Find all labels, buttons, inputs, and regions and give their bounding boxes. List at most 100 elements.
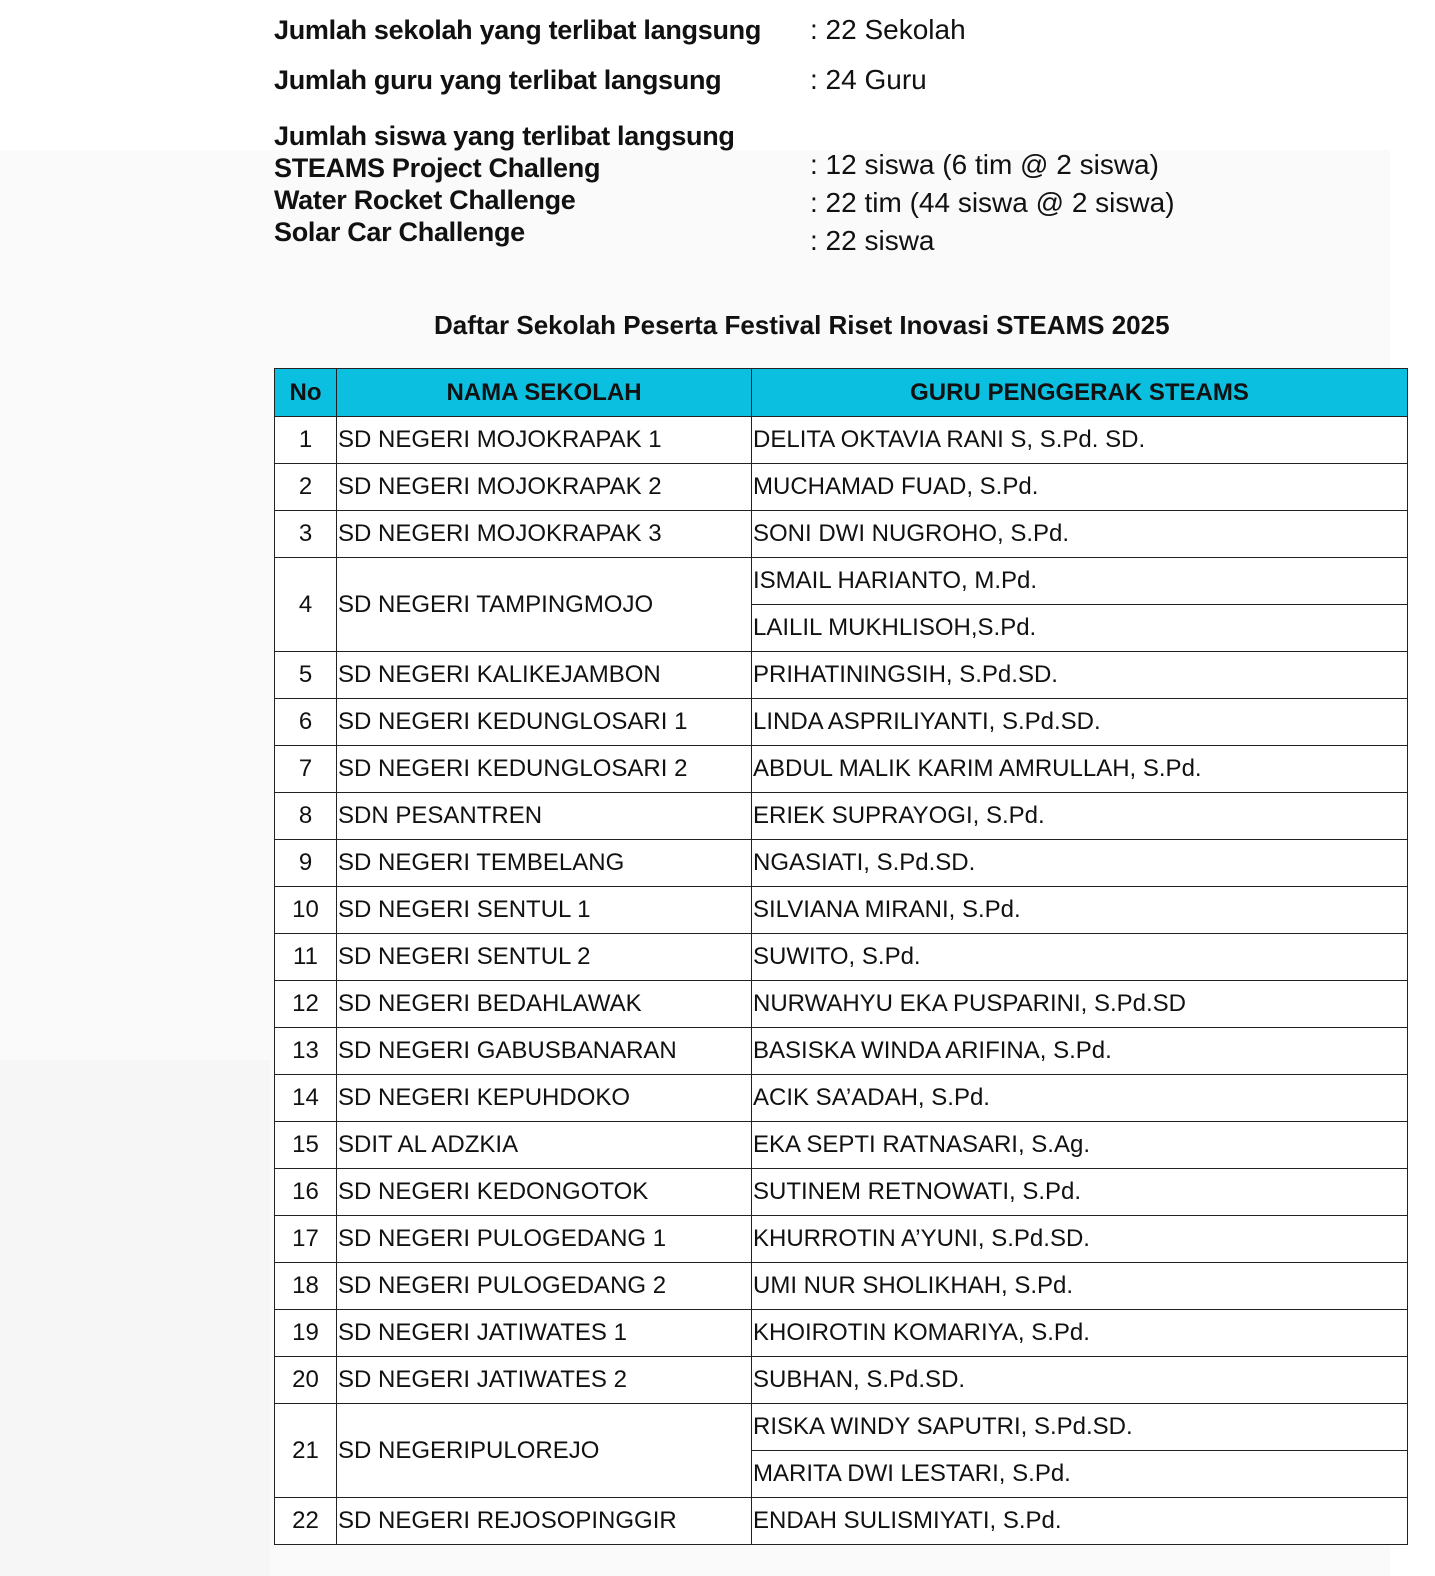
cell-school: SD NEGERI PULOGEDANG 2: [336, 1262, 752, 1310]
cell-no: 15: [274, 1121, 337, 1169]
table-row: 11 SD NEGERI SENTUL 2 SUWITO, S.Pd.: [274, 933, 1408, 981]
table-row: 6 SD NEGERI KEDUNGLOSARI 1 LINDA ASPRILIYA…: [274, 698, 1408, 746]
cell-school: SD NEGERIPULOREJO: [336, 1403, 752, 1498]
table-row: 21 SD NEGERIPULOREJO RISKA WINDY SAPUTRI, …: [274, 1403, 1408, 1498]
table-row: 20 SD NEGERI JATIWATES 2 SUBHAN, S.Pd.SD.: [274, 1356, 1408, 1404]
table-header-row: No NAMA SEKOLAH GURU PENGGERAK STEAMS: [274, 368, 1408, 417]
header-school: NAMA SEKOLAH: [336, 368, 752, 417]
table-row: 7 SD NEGERI KEDUNGLOSARI 2 ABDUL MALIK KAR…: [274, 745, 1408, 793]
rocket-value: : 22 tim (44 siswa @ 2 siswa): [810, 187, 1175, 218]
cell-no: 20: [274, 1356, 337, 1404]
cell-teacher: SUBHAN, S.Pd.SD.: [751, 1356, 1408, 1404]
cell-school: SD NEGERI JATIWATES 2: [336, 1356, 752, 1404]
table-title: Daftar Sekolah Peserta Festival Riset In…: [434, 310, 1170, 340]
teachers-value: : 24 Guru: [810, 64, 927, 95]
cell-no: 13: [274, 1027, 337, 1075]
cell-no: 4: [274, 557, 337, 652]
cell-school: SD NEGERI SENTUL 1: [336, 886, 752, 934]
cell-no: 9: [274, 839, 337, 887]
cell-teacher: RISKA WINDY SAPUTRI, S.Pd.SD.: [751, 1403, 1408, 1451]
cell-school: SD NEGERI KALIKEJAMBON: [336, 651, 752, 699]
cell-school: SDIT AL ADZKIA: [336, 1121, 752, 1169]
cell-teacher: SUWITO, S.Pd.: [751, 933, 1408, 981]
cell-school: SD NEGERI KEDUNGLOSARI 2: [336, 745, 752, 793]
steams-label: STEAMS Project Challeng: [274, 153, 601, 183]
table-row: 13 SD NEGERI GABUSBANARAN BASISKA WINDA AR…: [274, 1027, 1408, 1075]
cell-school: SD NEGERI MOJOKRAPAK 1: [336, 416, 752, 464]
cell-teacher: ENDAH SULISMIYATI, S.Pd.: [751, 1497, 1408, 1545]
cell-teacher: ERIEK SUPRAYOGI, S.Pd.: [751, 792, 1408, 840]
cell-no: 18: [274, 1262, 337, 1310]
cell-teacher: SUTINEM RETNOWATI, S.Pd.: [751, 1168, 1408, 1216]
header-teacher: GURU PENGGERAK STEAMS: [751, 368, 1408, 417]
table-row: 9 SD NEGERI TEMBELANG NGASIATI, S.Pd.SD.: [274, 839, 1408, 887]
cell-no: 16: [274, 1168, 337, 1216]
cell-teacher: LINDA ASPRILIYANTI, S.Pd.SD.: [751, 698, 1408, 746]
cell-no: 6: [274, 698, 337, 746]
table-row: 22 SD NEGERI REJOSOPINGGIR ENDAH SULISMIYA…: [274, 1497, 1408, 1545]
table-row: 18 SD NEGERI PULOGEDANG 2 UMI NUR SHOLIKHA…: [274, 1262, 1408, 1310]
cell-teacher: MUCHAMAD FUAD, S.Pd.: [751, 463, 1408, 511]
cell-teacher: PRIHATININGSIH, S.Pd.SD.: [751, 651, 1408, 699]
cell-teacher: BASISKA WINDA ARIFINA, S.Pd.: [751, 1027, 1408, 1075]
cell-no: 22: [274, 1497, 337, 1545]
cell-school: SD NEGERI PULOGEDANG 1: [336, 1215, 752, 1263]
schools-label: Jumlah sekolah yang terlibat langsung: [274, 15, 762, 45]
cell-teacher: MARITA DWI LESTARI, S.Pd.: [751, 1450, 1408, 1498]
rocket-label: Water Rocket Challenge: [274, 185, 576, 215]
solar-value: : 22 siswa: [810, 225, 935, 256]
solar-label: Solar Car Challenge: [274, 217, 525, 247]
cell-teacher: UMI NUR SHOLIKHAH, S.Pd.: [751, 1262, 1408, 1310]
table-row: 4 SD NEGERI TAMPINGMOJO ISMAIL HARIANTO, M…: [274, 557, 1408, 652]
schools-value: : 22 Sekolah: [810, 14, 966, 45]
cell-school: SD NEGERI SENTUL 2: [336, 933, 752, 981]
teachers-label: Jumlah guru yang terlibat langsung: [274, 65, 722, 95]
table-row: 5 SD NEGERI KALIKEJAMBON PRIHATININGSIH, S…: [274, 651, 1408, 699]
cell-school: SD NEGERI BEDAHLAWAK: [336, 980, 752, 1028]
table-row: 2 SD NEGERI MOJOKRAPAK 2 MUCHAMAD FUAD, S.…: [274, 463, 1408, 511]
cell-school: SD NEGERI REJOSOPINGGIR: [336, 1497, 752, 1545]
cell-no: 11: [274, 933, 337, 981]
students-label: Jumlah siswa yang terlibat langsung: [274, 121, 735, 151]
cell-school: SD NEGERI KEPUHDOKO: [336, 1074, 752, 1122]
cell-no: 7: [274, 745, 337, 793]
table-row: 14 SD NEGERI KEPUHDOKO ACIK SA’ADAH, S.Pd.: [274, 1074, 1408, 1122]
table-row: 16 SD NEGERI KEDONGOTOK SUTINEM RETNOWATI,…: [274, 1168, 1408, 1216]
cell-no: 1: [274, 416, 337, 464]
cell-teacher: DELITA OKTAVIA RANI S, S.Pd. SD.: [751, 416, 1408, 464]
cell-no: 10: [274, 886, 337, 934]
header-no: No: [274, 368, 337, 417]
cell-no: 21: [274, 1403, 337, 1498]
cell-school: SD NEGERI TEMBELANG: [336, 839, 752, 887]
cell-teacher: KHURROTIN A’YUNI, S.Pd.SD.: [751, 1215, 1408, 1263]
table-row: 12 SD NEGERI BEDAHLAWAK NURWAHYU EKA PUSPA…: [274, 980, 1408, 1028]
cell-school: SD NEGERI JATIWATES 1: [336, 1309, 752, 1357]
background-math-doodles-lower: [0, 1060, 270, 1576]
table-row: 3 SD NEGERI MOJOKRAPAK 3 SONI DWI NUGROHO,…: [274, 510, 1408, 558]
cell-teacher: LAILIL MUKHLISOH,S.Pd.: [751, 604, 1408, 652]
cell-no: 5: [274, 651, 337, 699]
cell-school: SD NEGERI KEDONGOTOK: [336, 1168, 752, 1216]
cell-teacher: SILVIANA MIRANI, S.Pd.: [751, 886, 1408, 934]
cell-no: 8: [274, 792, 337, 840]
cell-school: SDN PESANTREN: [336, 792, 752, 840]
cell-school: SD NEGERI GABUSBANARAN: [336, 1027, 752, 1075]
cell-teacher: NGASIATI, S.Pd.SD.: [751, 839, 1408, 887]
table-row: 19 SD NEGERI JATIWATES 1 KHOIROTIN KOMARIY…: [274, 1309, 1408, 1357]
cell-teacher: ISMAIL HARIANTO, M.Pd.: [751, 557, 1408, 605]
cell-teacher: ABDUL MALIK KARIM AMRULLAH, S.Pd.: [751, 745, 1408, 793]
cell-teacher: KHOIROTIN KOMARIYA, S.Pd.: [751, 1309, 1408, 1357]
table-row: LAILIL MUKHLISOH,S.Pd.: [275, 604, 1408, 652]
cell-school: SD NEGERI TAMPINGMOJO: [336, 557, 752, 652]
steams-value: : 12 siswa (6 tim @ 2 siswa): [810, 149, 1159, 180]
table-row: 15 SDIT AL ADZKIA EKA SEPTI RATNASARI, S.A…: [274, 1121, 1408, 1169]
cell-teacher: ACIK SA’ADAH, S.Pd.: [751, 1074, 1408, 1122]
cell-school: SD NEGERI MOJOKRAPAK 3: [336, 510, 752, 558]
cell-no: 19: [274, 1309, 337, 1357]
cell-teacher: EKA SEPTI RATNASARI, S.Ag.: [751, 1121, 1408, 1169]
table-body: 1 SD NEGERI MOJOKRAPAK 1 DELITA OKTAVIA RA…: [274, 416, 1408, 1545]
cell-no: 17: [274, 1215, 337, 1263]
cell-teacher: SONI DWI NUGROHO, S.Pd.: [751, 510, 1408, 558]
table-row: 1 SD NEGERI MOJOKRAPAK 1 DELITA OKTAVIA RA…: [274, 416, 1408, 464]
cell-no: 3: [274, 510, 337, 558]
